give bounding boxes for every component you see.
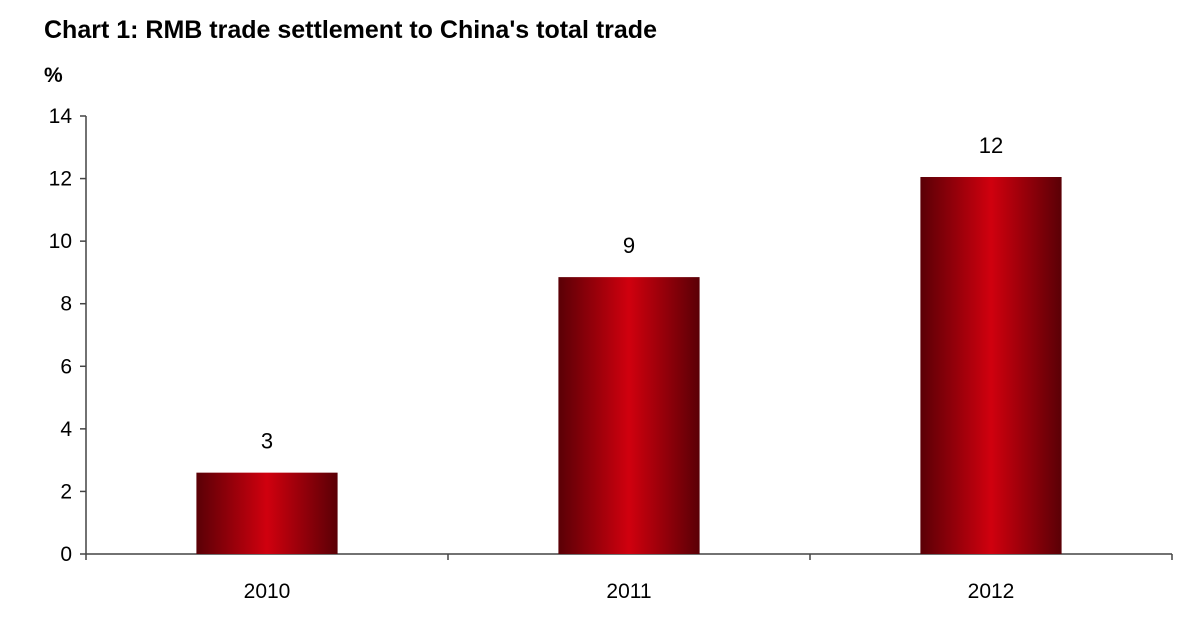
y-axis: 0 2 4 6 8 10 12 14 — [49, 105, 87, 566]
y-tick-label: 6 — [60, 355, 72, 378]
bar-2012 — [920, 177, 1062, 554]
y-tick-label: 14 — [49, 105, 73, 128]
x-tick-label-2010: 2010 — [244, 580, 291, 603]
x-axis: 2010 2011 2012 — [85, 553, 1173, 603]
y-tick-label: 4 — [60, 418, 72, 441]
y-tick-label: 12 — [49, 168, 72, 191]
y-tick-label: 0 — [60, 543, 72, 566]
data-label-2010: 3 — [261, 429, 273, 454]
bar-2010 — [196, 472, 338, 554]
data-label-2011: 9 — [623, 233, 635, 258]
y-tick-label: 10 — [49, 230, 72, 253]
y-tick-label: 2 — [60, 480, 72, 503]
bar-2011 — [558, 277, 700, 554]
y-axis-unit-label: % — [44, 64, 63, 87]
bars: 3 9 12 — [196, 133, 1062, 554]
chart-title: Chart 1: RMB trade settlement to China's… — [44, 16, 657, 44]
y-tick-label: 8 — [60, 293, 72, 316]
data-label-2012: 12 — [979, 133, 1003, 158]
x-tick-label-2011: 2011 — [606, 580, 651, 603]
x-tick-label-2012: 2012 — [968, 580, 1015, 603]
